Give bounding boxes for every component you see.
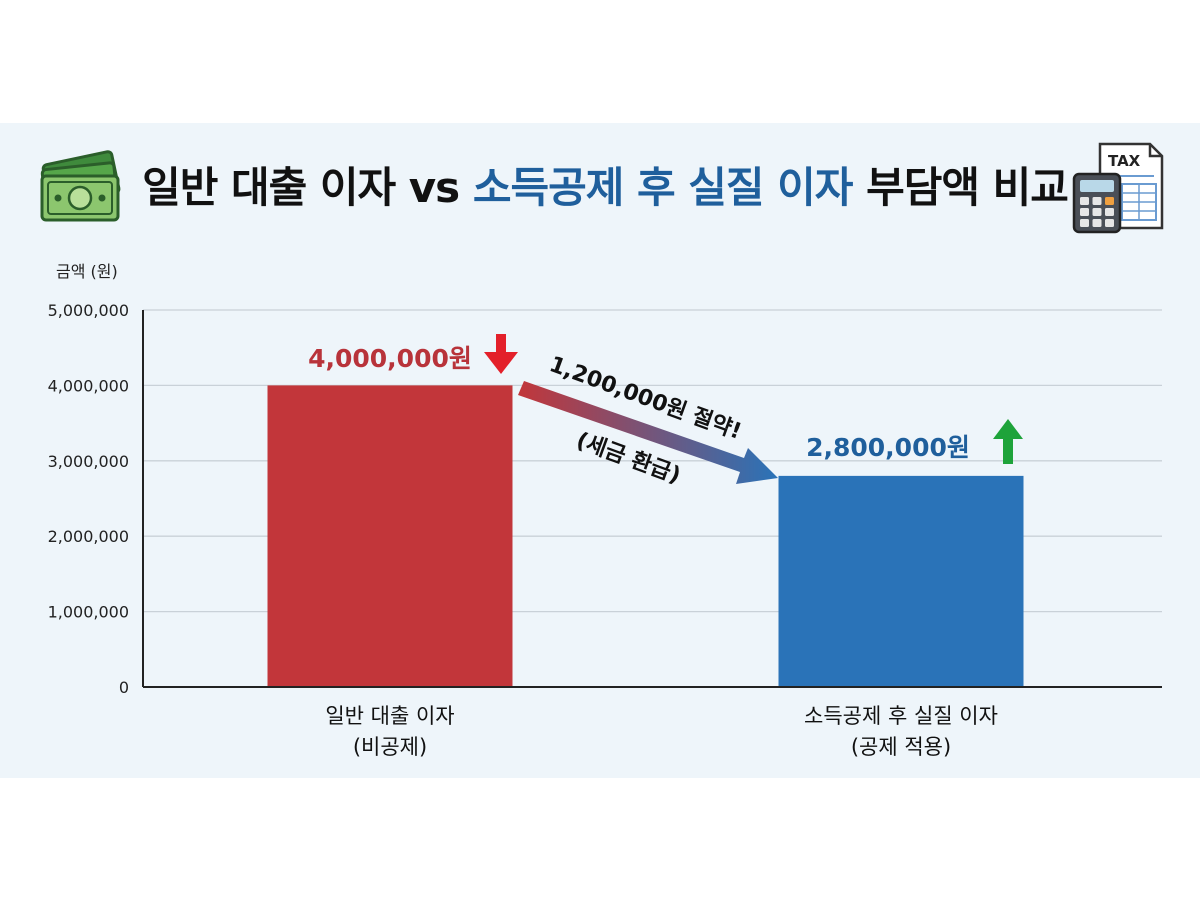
chart-panel bbox=[0, 123, 1200, 778]
calculator-tax-form-icon: TAX bbox=[1072, 142, 1164, 234]
title-part-deducted: 소득공제 후 실질 이자 bbox=[472, 163, 854, 212]
chart-title: 일반 대출 이자 vs 소득공제 후 실질 이자 부담액 비교 bbox=[140, 158, 1070, 218]
title-part-general: 일반 대출 이자 vs bbox=[142, 163, 473, 212]
money-bills-icon bbox=[40, 150, 121, 222]
title-part-compare: 부담액 비교 bbox=[852, 163, 1069, 212]
tax-label: TAX bbox=[1108, 152, 1141, 170]
